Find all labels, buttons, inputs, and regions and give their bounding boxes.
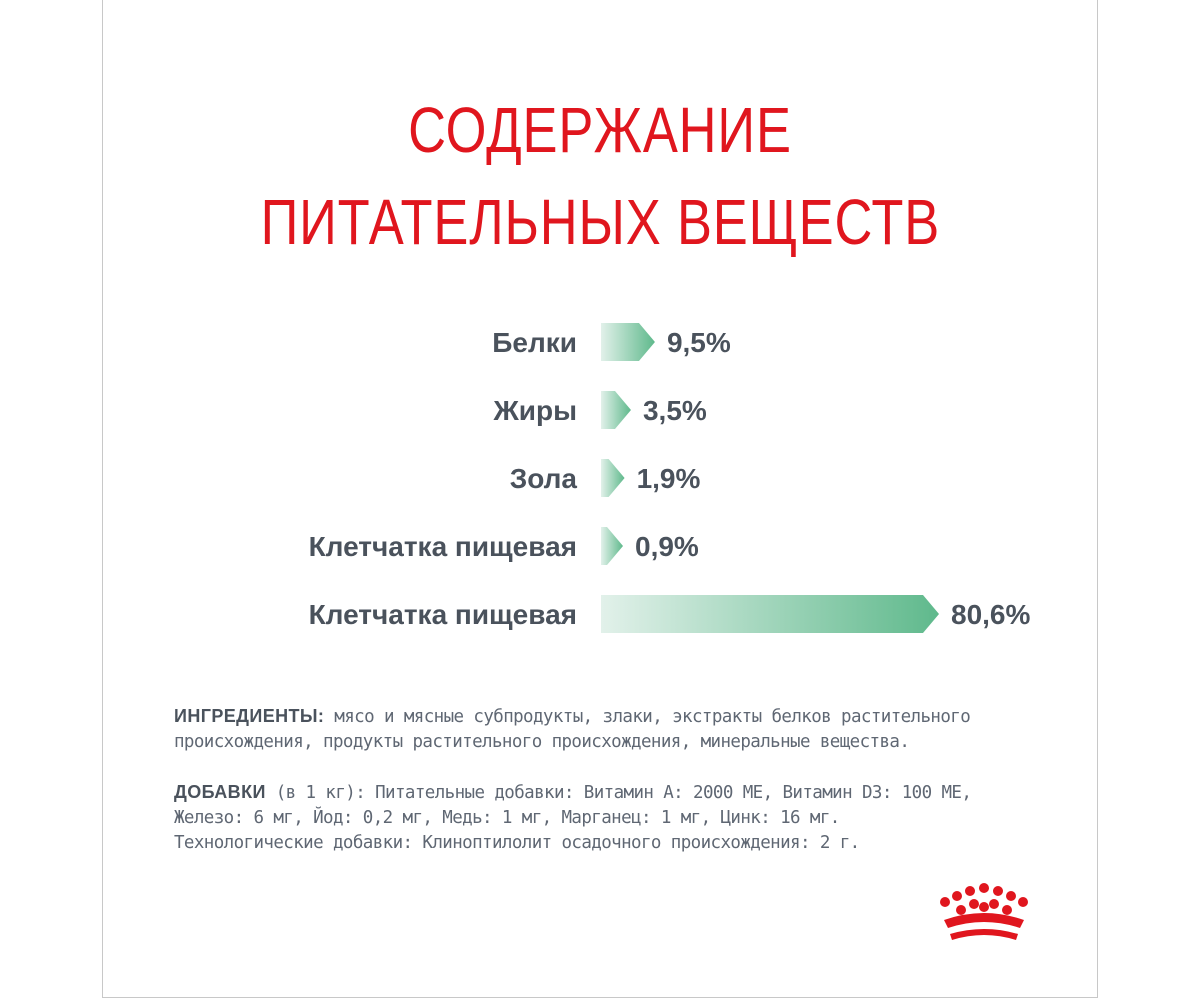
- additives-text: ДОБАВКИ (в 1 кг): Питательные добавки: В…: [174, 780, 1054, 856]
- ingredients-text: ИНГРЕДИЕНТЫ: мясо и мясные субпродукты, …: [174, 704, 1054, 755]
- category-label-4: Клетчатка пищевая: [309, 531, 577, 562]
- category-label-2: Жиры: [492, 395, 577, 426]
- ingredients-body: мясо и мясные субпродукты, злаки, экстра…: [174, 707, 971, 752]
- bar-3: [601, 459, 625, 497]
- bar-1: [601, 323, 655, 361]
- bar-4: [601, 527, 623, 565]
- page-title-line-2: ПИТАТЕЛЬНЫХ ВЕЩЕСТВ: [260, 186, 940, 258]
- additives-line-2: Железо: 6 мг, Йод: 0,2 мг, Медь: 1 мг, М…: [174, 808, 840, 828]
- value-label-1: 9,5%: [667, 327, 731, 358]
- additives-label: ДОБАВКИ: [174, 782, 266, 802]
- category-label-5: Клетчатка пищевая: [309, 599, 577, 630]
- bar-2: [601, 391, 631, 429]
- page-title-line-1: СОДЕРЖАНИЕ: [408, 94, 792, 166]
- value-label-3: 1,9%: [637, 463, 701, 494]
- bar-5: [601, 595, 939, 633]
- category-label-3: Зола: [510, 463, 578, 494]
- ingredients-label: ИНГРЕДИЕНТЫ:: [174, 706, 325, 726]
- value-label-4: 0,9%: [635, 531, 699, 562]
- value-label-5: 80,6%: [951, 599, 1030, 630]
- additives-line-1: (в 1 кг): Питательные добавки: Витамин A…: [265, 783, 972, 803]
- nutrient-bar-chart: Белки 9,5% Жиры 3,5% Зола 1,9% Клетчатка пищев…: [309, 323, 1030, 633]
- content-card: [102, 0, 1098, 998]
- category-label-1: Белки: [492, 327, 577, 358]
- additives-line-3: Технологические добавки: Клиноптилолит о…: [174, 833, 860, 853]
- crown-logo-icon: [940, 883, 1028, 940]
- value-label-2: 3,5%: [643, 395, 707, 426]
